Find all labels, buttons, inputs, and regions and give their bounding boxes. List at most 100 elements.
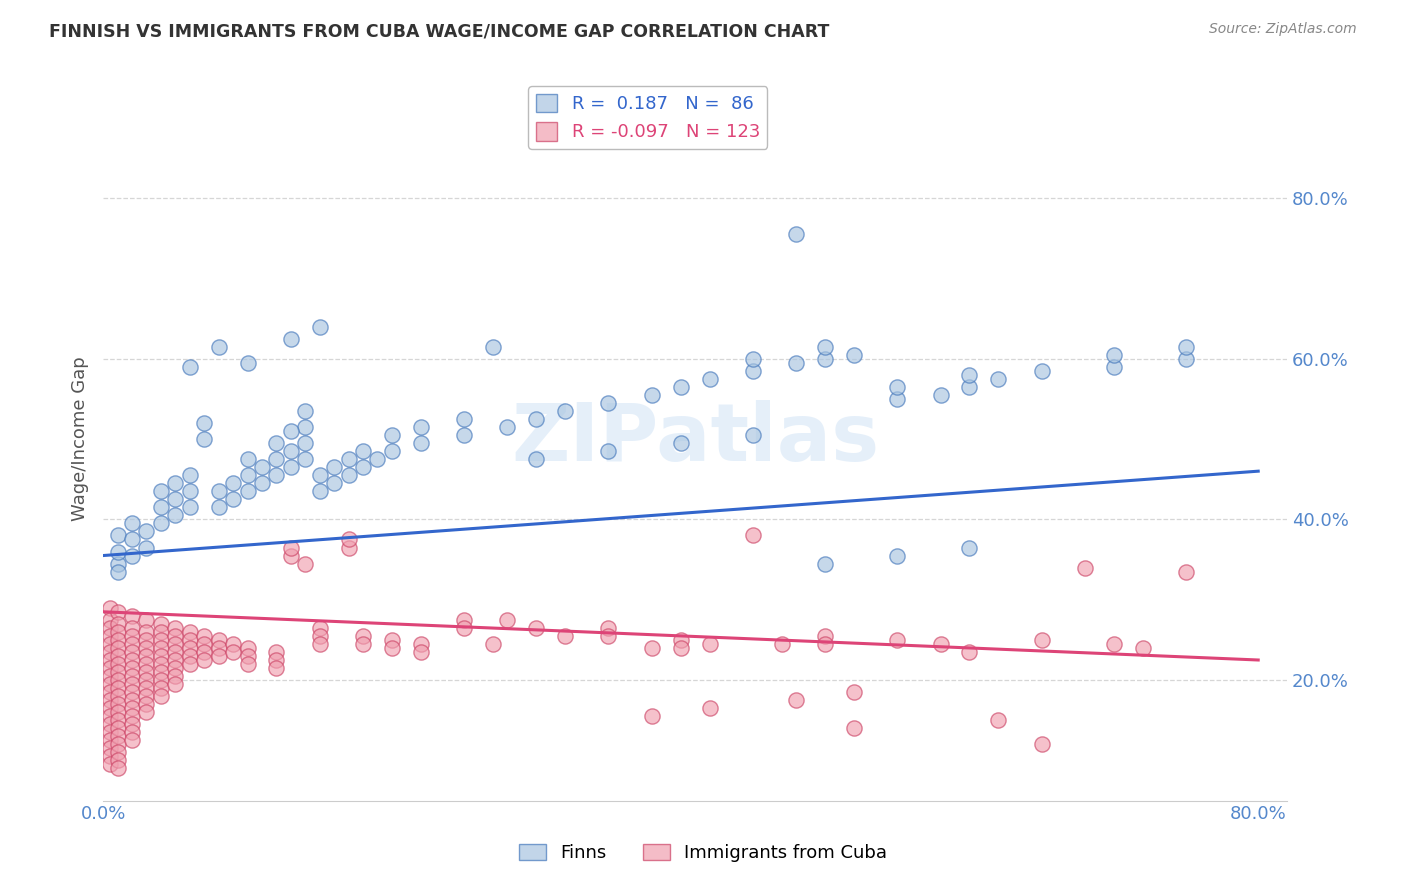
Point [193,416,215,430]
Point [149,632,172,647]
Point [409,645,432,659]
Point [280,444,302,458]
Point [98,693,121,707]
Point [524,621,547,635]
Point [208,648,231,663]
Point [496,420,519,434]
Point [814,340,837,354]
Point [222,492,245,507]
Point [250,460,273,475]
Text: ZIPatlas: ZIPatlas [510,400,879,478]
Point [149,640,172,655]
Point [193,653,215,667]
Point [149,689,172,703]
Point [381,640,404,655]
Point [121,717,143,731]
Point [814,629,837,643]
Point [641,388,664,402]
Point [165,653,187,667]
Point [929,637,952,651]
Point [1102,348,1125,362]
Point [98,653,121,667]
Point [308,637,330,651]
Point [107,640,129,655]
Point [121,709,143,723]
Point [149,484,172,499]
Point [266,645,288,659]
Point [121,685,143,699]
Point [98,600,121,615]
Point [294,452,316,467]
Point [280,332,302,346]
Point [785,356,807,370]
Point [524,412,547,426]
Point [135,665,157,679]
Point [482,340,505,354]
Point [98,701,121,715]
Point [135,705,157,719]
Point [98,757,121,772]
Point [208,340,231,354]
Point [165,492,187,507]
Point [381,428,404,442]
Point [98,725,121,739]
Point [741,364,763,378]
Point [1175,340,1198,354]
Point [107,632,129,647]
Point [266,452,288,467]
Point [266,661,288,675]
Point [98,661,121,675]
Point [98,741,121,756]
Point [135,697,157,711]
Point [236,648,259,663]
Legend: Finns, Immigrants from Cuba: Finns, Immigrants from Cuba [512,837,894,870]
Point [842,685,865,699]
Point [179,657,201,671]
Point [121,637,143,651]
Point [323,460,346,475]
Point [149,657,172,671]
Point [308,629,330,643]
Point [987,372,1010,386]
Point [98,717,121,731]
Point [337,468,360,483]
Point [107,557,129,571]
Point [107,746,129,760]
Point [107,762,129,776]
Point [135,524,157,539]
Point [179,640,201,655]
Point [121,653,143,667]
Point [179,500,201,515]
Point [669,380,692,394]
Point [121,693,143,707]
Point [294,557,316,571]
Point [135,624,157,639]
Point [266,468,288,483]
Point [280,424,302,438]
Point [294,404,316,418]
Point [179,468,201,483]
Point [236,657,259,671]
Point [524,452,547,467]
Point [554,629,576,643]
Point [107,721,129,735]
Point [107,565,129,579]
Point [266,436,288,450]
Point [699,372,721,386]
Point [121,549,143,563]
Point [1031,364,1053,378]
Point [222,476,245,491]
Point [121,677,143,691]
Point [107,689,129,703]
Point [250,476,273,491]
Point [598,396,620,410]
Point [165,621,187,635]
Point [135,640,157,655]
Point [107,648,129,663]
Point [165,677,187,691]
Point [1074,560,1097,574]
Point [121,608,143,623]
Point [135,657,157,671]
Point [98,733,121,747]
Point [135,689,157,703]
